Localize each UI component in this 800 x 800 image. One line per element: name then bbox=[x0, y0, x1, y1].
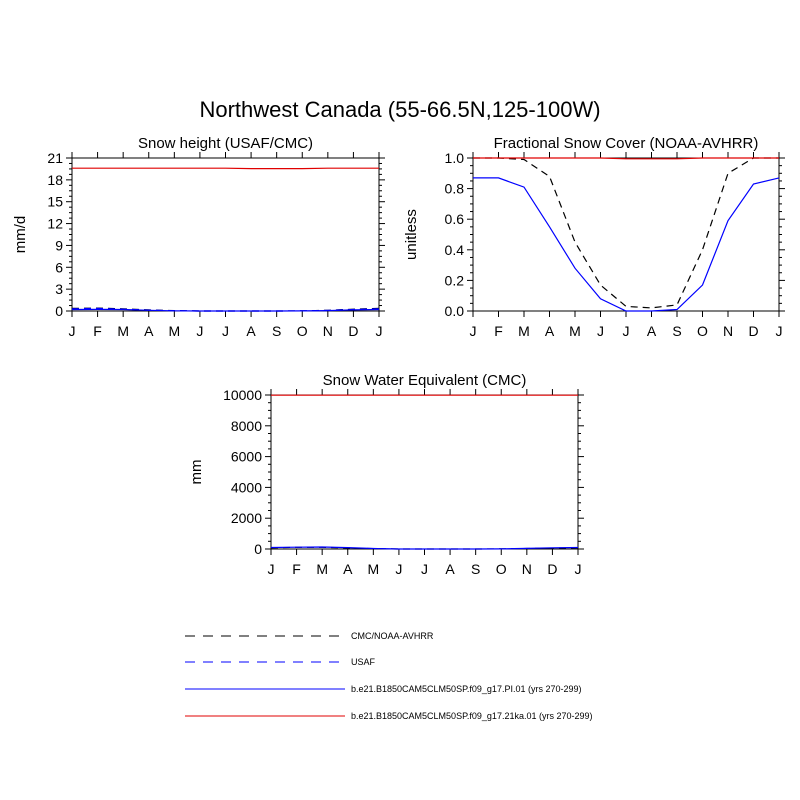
panel-2: Fractional Snow Cover (NOAA-AVHRR) unitle… bbox=[403, 135, 785, 339]
x-tick-label: N bbox=[522, 561, 532, 577]
x-tick-label: M bbox=[168, 323, 180, 339]
panel-1: Snow height (USAF/CMC) mm/d 0 3 6 9 12 15 18 21 J F… bbox=[12, 135, 385, 339]
series-line-3 bbox=[473, 157, 779, 160]
x-tick-label: J bbox=[222, 323, 229, 339]
legend-label: CMC/NOAA-AVHRR bbox=[351, 631, 434, 641]
series-line-2 bbox=[473, 177, 780, 312]
y-tick-label: 0.6 bbox=[445, 211, 465, 227]
x-tick-label: A bbox=[144, 323, 154, 339]
x-tick-label: J bbox=[470, 323, 477, 339]
x-tick-label: S bbox=[672, 323, 681, 339]
x-tick-label: A bbox=[343, 561, 353, 577]
y-tick-label: 0 bbox=[55, 303, 63, 319]
y-tick-label: 18 bbox=[47, 172, 63, 188]
x-tick-label: S bbox=[471, 561, 480, 577]
x-tick-label: J bbox=[776, 323, 783, 339]
legend: CMC/NOAA-AVHRR USAF b.e21.B1850CAM5CLM50SP… bbox=[185, 631, 593, 721]
x-tick-label: A bbox=[246, 323, 256, 339]
y-tick-label: 0.4 bbox=[445, 242, 465, 258]
panel-title: Fractional Snow Cover (NOAA-AVHRR) bbox=[494, 135, 759, 152]
x-tick-label: F bbox=[93, 323, 102, 339]
x-tick-label: J bbox=[597, 323, 604, 339]
y-tick-label: 1.0 bbox=[445, 150, 465, 166]
x-tick-label: N bbox=[723, 323, 733, 339]
x-tick-label: S bbox=[272, 323, 281, 339]
series-line-2 bbox=[270, 546, 579, 550]
x-tick-label: J bbox=[376, 323, 383, 339]
panel-3: Snow Water Equivalent (CMC) mm 0 2000 4000 60… bbox=[188, 372, 584, 577]
x-tick-label: N bbox=[323, 323, 333, 339]
x-tick-label: A bbox=[545, 323, 555, 339]
x-tick-label: M bbox=[569, 323, 581, 339]
x-tick-label: M bbox=[316, 561, 328, 577]
legend-item: b.e21.B1850CAM5CLM50SP.f09_g17.PI.01 (yr… bbox=[185, 684, 581, 694]
x-tick-label: J bbox=[395, 561, 402, 577]
x-tick-label: O bbox=[297, 323, 308, 339]
x-tick-label: M bbox=[518, 323, 530, 339]
y-tick-label: 6000 bbox=[231, 449, 262, 465]
series-line-3 bbox=[71, 308, 380, 312]
plot-frame bbox=[472, 157, 780, 312]
y-tick-label: 8000 bbox=[231, 418, 262, 434]
legend-label: USAF bbox=[351, 657, 376, 667]
y-tick-label: 6 bbox=[55, 259, 63, 275]
x-tick-label: M bbox=[367, 561, 379, 577]
y-tick-label: 0 bbox=[254, 541, 262, 557]
x-tick-label: J bbox=[69, 323, 76, 339]
x-tick-label: J bbox=[623, 323, 630, 339]
x-tick-label: O bbox=[496, 561, 507, 577]
x-tick-label: J bbox=[196, 323, 203, 339]
x-tick-label: A bbox=[445, 561, 455, 577]
y-tick-label: 9 bbox=[55, 237, 63, 253]
x-tick-label: D bbox=[348, 323, 358, 339]
y-tick-label: 12 bbox=[47, 216, 63, 232]
y-tick-label: 0.0 bbox=[445, 303, 465, 319]
x-tick-label: O bbox=[697, 323, 708, 339]
series-line-1 bbox=[473, 157, 779, 309]
x-tick-label: D bbox=[748, 323, 758, 339]
y-tick-label: 3 bbox=[55, 281, 63, 297]
panel-title: Snow height (USAF/CMC) bbox=[138, 135, 313, 152]
legend-item: USAF bbox=[185, 657, 376, 667]
y-tick-label: 0.2 bbox=[445, 272, 465, 288]
plot-frame bbox=[71, 157, 380, 312]
legend-item: CMC/NOAA-AVHRR bbox=[185, 631, 434, 641]
legend-label: b.e21.B1850CAM5CLM50SP.f09_g17.PI.01 (yr… bbox=[351, 684, 581, 694]
x-tick-label: F bbox=[494, 323, 503, 339]
x-tick-label: J bbox=[421, 561, 428, 577]
legend-label: b.e21.B1850CAM5CLM50SP.f09_g17.21ka.01 (… bbox=[351, 711, 593, 721]
x-tick-label: D bbox=[547, 561, 557, 577]
legend-item: b.e21.B1850CAM5CLM50SP.f09_g17.21ka.01 (… bbox=[185, 711, 593, 721]
plot-frame bbox=[270, 394, 579, 550]
y-axis-label: mm/d bbox=[12, 216, 29, 254]
y-axis-label: unitless bbox=[403, 209, 420, 260]
figure-title: Northwest Canada (55-66.5N,125-100W) bbox=[199, 97, 600, 122]
panel-title: Snow Water Equivalent (CMC) bbox=[323, 372, 527, 389]
y-tick-label: 2000 bbox=[231, 510, 262, 526]
y-tick-label: 0.8 bbox=[445, 181, 465, 197]
x-tick-label: M bbox=[117, 323, 129, 339]
y-tick-label: 4000 bbox=[231, 479, 262, 495]
x-tick-label: J bbox=[575, 561, 582, 577]
y-axis-label: mm bbox=[188, 460, 205, 485]
y-tick-label: 15 bbox=[47, 194, 63, 210]
y-tick-label: 21 bbox=[47, 150, 63, 166]
x-tick-label: J bbox=[268, 561, 275, 577]
y-tick-label: 10000 bbox=[223, 387, 262, 403]
x-tick-label: A bbox=[647, 323, 657, 339]
x-tick-label: F bbox=[292, 561, 301, 577]
